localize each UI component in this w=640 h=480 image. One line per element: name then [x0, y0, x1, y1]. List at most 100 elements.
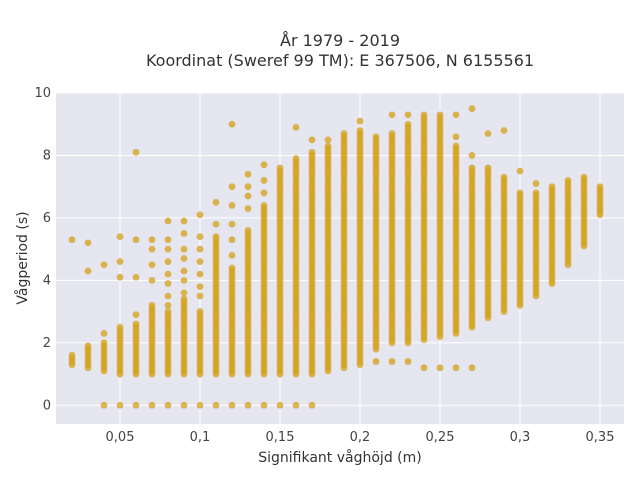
- data-point: [196, 211, 204, 219]
- data-point: [292, 123, 300, 131]
- y-axis-label: Vågperiod (s): [14, 211, 31, 304]
- x-tick-label: 0,1: [190, 430, 211, 445]
- data-point: [308, 148, 316, 156]
- data-point: [180, 267, 188, 275]
- data-point: [452, 364, 460, 372]
- x-axis-label: Signifikant våghöjd (m): [258, 449, 421, 466]
- data-point: [452, 133, 460, 141]
- data-point: [500, 173, 508, 181]
- data-point: [180, 245, 188, 253]
- data-point: [276, 164, 284, 172]
- data-point: [100, 339, 108, 347]
- data-point: [260, 202, 268, 209]
- data-point: [212, 198, 220, 206]
- data-point: [260, 401, 268, 409]
- ticks-layer: 0,05 0,1 0,15 0,2 0,25 0,3 0,35 0 2 4 6 8 10: [34, 86, 614, 445]
- data-point: [148, 301, 156, 309]
- x-tick-label: 0,35: [586, 430, 615, 445]
- y-tick-label: 4: [43, 273, 51, 288]
- chart-title-line1: År 1979 - 2019: [280, 31, 400, 50]
- data-point: [228, 264, 236, 272]
- x-tick-label: 0,2: [350, 430, 371, 445]
- data-point: [388, 111, 396, 119]
- data-point: [340, 130, 348, 137]
- data-point: [324, 142, 332, 150]
- x-tick-label: 0,05: [106, 430, 135, 445]
- data-point: [164, 270, 172, 278]
- data-point: [532, 180, 540, 187]
- data-point: [372, 133, 380, 141]
- data-point: [356, 117, 364, 125]
- data-point: [180, 276, 188, 284]
- data-point: [148, 261, 156, 269]
- y-tick-label: 0: [43, 398, 51, 413]
- data-point: [132, 273, 140, 281]
- data-point: [276, 401, 284, 409]
- data-point: [132, 236, 140, 244]
- data-point: [452, 111, 460, 119]
- data-point: [196, 292, 204, 300]
- data-point: [484, 164, 492, 172]
- data-point: [132, 148, 140, 156]
- data-point: [468, 164, 476, 172]
- data-point: [100, 330, 108, 337]
- data-point: [372, 358, 380, 365]
- data-point: [164, 280, 172, 287]
- data-point: [244, 170, 252, 178]
- data-point: [84, 342, 92, 350]
- data-point: [132, 311, 140, 319]
- x-tick-label: 0,15: [266, 430, 295, 445]
- data-point: [516, 189, 524, 197]
- data-point: [164, 301, 172, 309]
- data-point: [180, 230, 188, 237]
- data-point: [196, 308, 204, 315]
- data-point: [500, 127, 508, 134]
- data-point: [468, 364, 476, 372]
- data-point: [132, 401, 140, 409]
- data-point: [164, 292, 172, 300]
- y-tick-label: 6: [43, 211, 51, 226]
- data-point: [164, 258, 172, 266]
- data-point: [164, 401, 172, 409]
- data-point: [436, 111, 444, 119]
- data-point: [516, 167, 524, 175]
- data-point: [228, 183, 236, 191]
- data-point: [244, 401, 252, 409]
- data-point: [596, 183, 604, 191]
- data-point: [404, 120, 412, 128]
- data-point: [244, 183, 252, 191]
- data-point: [308, 401, 316, 409]
- data-point: [180, 217, 188, 225]
- data-point: [228, 202, 236, 209]
- data-point: [116, 401, 124, 409]
- data-point: [100, 261, 108, 269]
- x-tick-label: 0,3: [510, 430, 531, 445]
- data-point: [404, 111, 412, 119]
- data-point: [164, 308, 172, 315]
- data-point: [308, 136, 316, 144]
- chart-title-line2: Koordinat (Sweref 99 TM): E 367506, N 61…: [146, 51, 534, 70]
- data-point: [228, 236, 236, 244]
- data-point: [212, 233, 220, 241]
- data-point: [180, 295, 188, 303]
- data-point: [324, 136, 332, 144]
- data-point: [292, 155, 300, 162]
- data-point: [260, 177, 268, 184]
- data-point: [228, 251, 236, 259]
- data-point: [196, 283, 204, 291]
- data-point: [404, 358, 412, 365]
- points-layer: [68, 105, 604, 409]
- data-point: [196, 401, 204, 409]
- data-point: [564, 177, 572, 184]
- data-point: [468, 105, 476, 113]
- data-point: [420, 364, 428, 372]
- data-point: [244, 226, 252, 234]
- data-point: [228, 120, 236, 128]
- data-point: [84, 239, 92, 247]
- data-point: [116, 273, 124, 281]
- data-point: [180, 289, 188, 297]
- data-point: [196, 258, 204, 266]
- data-point: [68, 351, 76, 359]
- data-point: [116, 233, 124, 241]
